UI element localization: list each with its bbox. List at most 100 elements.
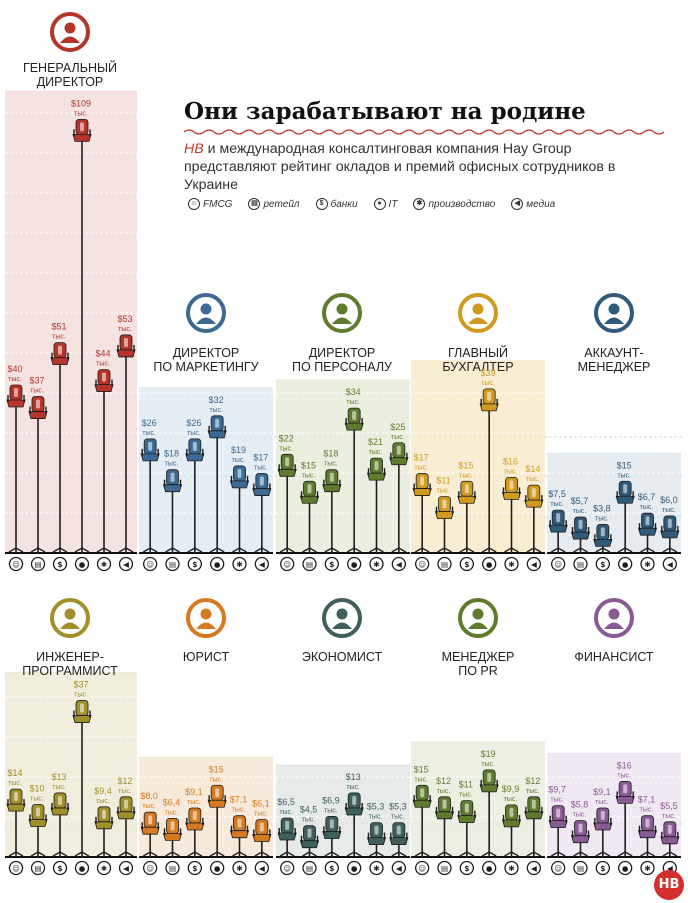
- legend-item-fmcg: ☺ FMCG: [188, 198, 232, 210]
- chair-base: [640, 547, 655, 553]
- chair-base: [74, 851, 90, 857]
- fmcg-icon: [143, 556, 158, 572]
- unit-label: тыс.: [504, 796, 518, 803]
- bar-медиа: $12 тыс. ◀: [116, 776, 136, 876]
- unit-label: тыс.: [209, 407, 223, 414]
- value-label: $53: [117, 314, 132, 324]
- chair-base: [324, 851, 340, 857]
- chair-base: [96, 547, 112, 553]
- media-icon: [526, 556, 541, 572]
- fmcg-icon-glyph: ☺: [554, 864, 562, 873]
- value-label: $3,8: [593, 503, 611, 513]
- role-icon-body: [60, 622, 80, 629]
- value-label: $9,7: [548, 785, 566, 795]
- unit-label: тыс.: [187, 799, 201, 806]
- fmcg-icon: [280, 860, 295, 876]
- value-label: $26: [186, 418, 201, 428]
- chair-seat: [299, 840, 320, 849]
- unit-label: тыс.: [52, 784, 66, 791]
- chair-base: [209, 547, 225, 553]
- chair-base: [232, 547, 247, 553]
- value-label: $22: [279, 433, 294, 443]
- chair-highlight: [442, 799, 447, 809]
- panel-title-line: АККАУНТ-: [584, 346, 643, 360]
- chair-base: [573, 547, 588, 553]
- value-label: $12: [525, 776, 540, 786]
- retail-icon-glyph: ▤: [306, 560, 313, 569]
- chart-panel-account: АККАУНТ-МЕНЕДЖЕР $7,5 тыс. ☺ $5,7 тыс. ▤ $3,8 ты…: [547, 293, 681, 572]
- chair-highlight: [464, 484, 469, 494]
- value-label: $4,5: [300, 805, 318, 815]
- panel-background: [139, 757, 273, 857]
- panel-title-line: ПРОГРАММИСТ: [22, 664, 118, 678]
- value-label: $6,4: [163, 797, 181, 807]
- bar-IT: $19 тыс. ●: [479, 749, 499, 876]
- panel-title-line: ГЕНЕРАЛЬНЫЙ: [23, 60, 117, 75]
- it-icon-glyph: ●: [79, 864, 86, 873]
- banks-icon-glyph: $: [57, 864, 62, 873]
- banks-icon: [324, 860, 339, 876]
- banks-icon: [52, 860, 68, 876]
- production-icon-glyph: ✱: [508, 560, 514, 569]
- chair-seat: [366, 837, 387, 845]
- media-icon-glyph: ◀: [531, 864, 537, 873]
- bar-IT: $13 тыс. ●: [344, 772, 364, 876]
- retail-icon-glyph: ▤: [306, 864, 313, 873]
- chair-base: [302, 547, 317, 553]
- value-label: $6,9: [322, 795, 340, 805]
- unit-label: тыс.: [595, 799, 609, 806]
- value-label: $17: [414, 453, 429, 463]
- panel-title-line: ДИРЕКТОР: [309, 346, 376, 360]
- unit-label: тыс.: [573, 812, 587, 819]
- legend-item-retail: ▤ ретейл: [248, 198, 300, 210]
- retail-icon: [302, 556, 317, 572]
- unit-label: тыс.: [165, 461, 179, 468]
- media-icon-glyph: ◀: [531, 560, 537, 569]
- legend-item-banks: $ банки: [315, 198, 358, 210]
- chair-highlight: [578, 823, 583, 833]
- chair-highlight: [170, 472, 175, 482]
- chair-highlight: [259, 476, 264, 486]
- production-icon: [504, 556, 519, 572]
- unit-label: тыс.: [437, 788, 451, 795]
- unit-label: тыс.: [459, 792, 473, 799]
- it-icon-glyph: ●: [351, 560, 358, 569]
- chair-seat: [6, 803, 26, 812]
- chair-base: [459, 547, 475, 553]
- banks-icon-glyph: $: [192, 560, 197, 569]
- chair-seat: [637, 527, 658, 536]
- banks-icon-glyph: $: [600, 560, 605, 569]
- chair-base: [595, 547, 611, 553]
- value-label: $25: [390, 422, 405, 432]
- it-icon-glyph: ●: [486, 560, 493, 569]
- unit-label: тыс.: [414, 776, 428, 783]
- chair-base: [279, 851, 295, 857]
- production-icon: [640, 556, 655, 572]
- chart-panel-economist: ЭКОНОМИСТ $6,5 тыс. ☺ $4,5 тыс. ▤ $6,9 тыс. $ $13 т…: [276, 598, 410, 876]
- unit-label: тыс.: [526, 476, 540, 483]
- panel-title-line: ИНЖЕНЕР-: [36, 650, 104, 664]
- chair-highlight: [307, 828, 312, 838]
- bar-банки: $11 тыс. $: [457, 780, 477, 876]
- panel-background: [5, 91, 137, 553]
- bar-FMCG: $22 тыс. ☺: [277, 433, 297, 572]
- bar-FMCG: $8,0 тыс. ☺: [140, 791, 160, 876]
- chair-seat: [116, 811, 136, 820]
- value-label: $21: [368, 437, 383, 447]
- unit-label: тыс.: [74, 692, 88, 699]
- chair-seat: [412, 488, 432, 496]
- bar-производство: $5,3 тыс. ✱: [366, 802, 387, 876]
- role-icon-head: [200, 303, 212, 315]
- fmcg-icon: ☺: [188, 198, 200, 210]
- banks-icon: $: [315, 198, 328, 210]
- retail-icon-glyph: ▤: [441, 864, 448, 873]
- chart-panel-lawyer: ЮРИСТ $8,0 тыс. ☺ $6,4 тыс. ▤ $9,1 тыс. $ $15 тыс. ●…: [139, 598, 273, 876]
- fmcg-icon: [551, 556, 566, 572]
- chair-highlight: [215, 788, 220, 798]
- unit-label: тыс.: [96, 361, 110, 368]
- panel-background: [139, 387, 273, 553]
- value-label: $18: [164, 449, 179, 459]
